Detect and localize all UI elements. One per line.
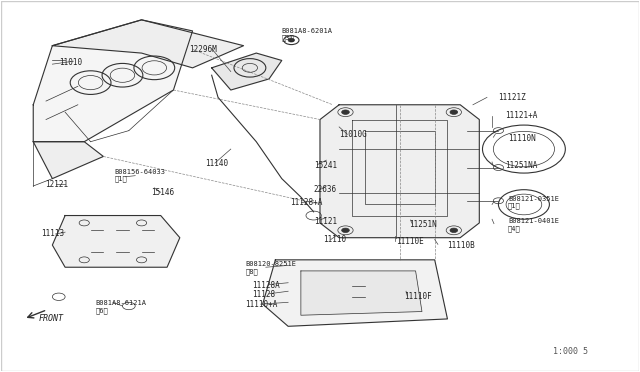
Text: 15146: 15146 xyxy=(151,188,174,197)
Text: 11110+A: 11110+A xyxy=(246,300,278,310)
Text: 11113: 11113 xyxy=(41,230,64,238)
Text: 22636: 22636 xyxy=(314,185,337,194)
Polygon shape xyxy=(212,53,282,90)
Text: B081A8-6201A
〃3〄: B081A8-6201A 〃3〄 xyxy=(282,28,333,41)
Text: 11251N: 11251N xyxy=(409,220,437,229)
Text: 11121Z: 11121Z xyxy=(499,93,526,102)
Circle shape xyxy=(450,110,458,114)
Text: B08156-64033
〃1〄: B08156-64033 〃1〄 xyxy=(115,169,166,183)
Text: 1:000 5: 1:000 5 xyxy=(552,347,588,356)
Text: 11128: 11128 xyxy=(252,291,275,299)
Circle shape xyxy=(342,110,349,114)
Text: 12121: 12121 xyxy=(45,180,68,189)
Polygon shape xyxy=(320,105,479,238)
Text: 11010G: 11010G xyxy=(339,130,367,139)
Polygon shape xyxy=(52,215,180,267)
Text: 11140: 11140 xyxy=(205,159,228,169)
Polygon shape xyxy=(262,260,447,326)
Text: 11110F: 11110F xyxy=(404,292,432,301)
Text: 11251NA: 11251NA xyxy=(505,161,537,170)
Text: 12296M: 12296M xyxy=(189,45,217,54)
Text: FRONT: FRONT xyxy=(38,314,63,323)
Polygon shape xyxy=(52,20,244,68)
Polygon shape xyxy=(33,20,193,142)
Circle shape xyxy=(450,228,458,232)
Circle shape xyxy=(342,228,349,232)
Text: 11121: 11121 xyxy=(314,217,337,225)
Text: 11128+A: 11128+A xyxy=(290,198,323,207)
Text: B081A8-6121A
〃6〄: B081A8-6121A 〃6〄 xyxy=(96,300,147,314)
Polygon shape xyxy=(33,142,103,179)
Text: B08121-0401E
〃4〄: B08121-0401E 〃4〄 xyxy=(508,218,559,232)
Text: 11010: 11010 xyxy=(59,58,82,67)
Text: 11110N: 11110N xyxy=(508,134,536,142)
Text: 11110E: 11110E xyxy=(396,237,424,246)
Text: B08120-8251E
〃8〄: B08120-8251E 〃8〄 xyxy=(246,261,296,275)
Text: 11110: 11110 xyxy=(323,235,346,244)
Text: 15241: 15241 xyxy=(314,161,337,170)
Circle shape xyxy=(288,38,294,42)
Text: 11110B: 11110B xyxy=(447,241,475,250)
Polygon shape xyxy=(301,271,422,315)
Text: 11128A: 11128A xyxy=(252,281,280,290)
Text: B08121-0351E
〃1〄: B08121-0351E 〃1〄 xyxy=(508,196,559,209)
Text: 11121+A: 11121+A xyxy=(505,111,537,121)
